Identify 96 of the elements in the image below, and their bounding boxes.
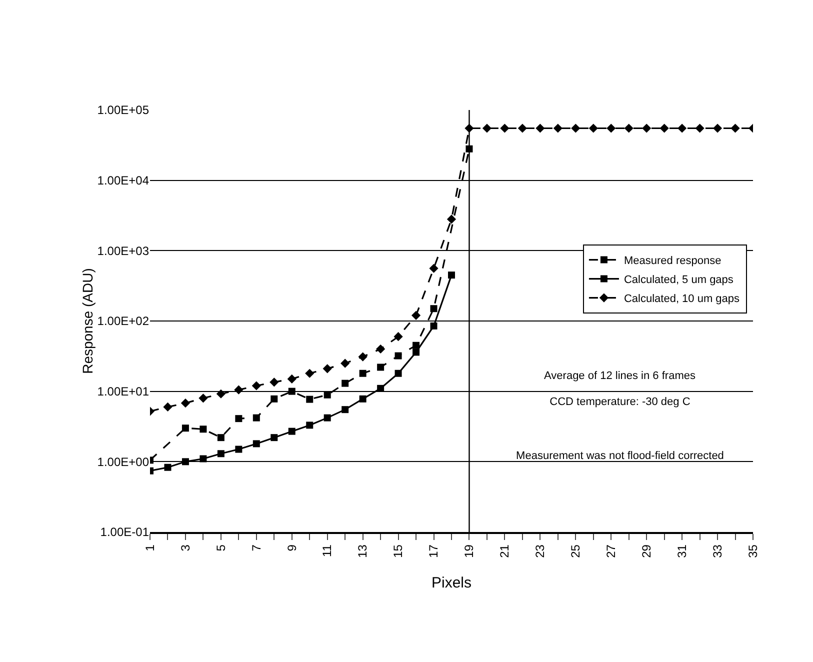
point (359, 370, 366, 377)
point (430, 305, 438, 312)
point (182, 424, 189, 432)
x-tick-label: 29 (639, 544, 654, 558)
point (412, 348, 420, 356)
point (270, 378, 279, 387)
point (180, 398, 190, 408)
annotation: Average of 12 lines in 6 frames (544, 370, 696, 382)
x-tick-label: 5 (214, 544, 228, 552)
x-tick-label: 31 (674, 544, 689, 558)
point (182, 458, 189, 466)
x-tick-label: 27 (604, 544, 618, 558)
point (482, 124, 492, 133)
point (252, 440, 260, 448)
point (342, 406, 349, 414)
point (678, 124, 687, 133)
point (359, 395, 366, 402)
x-tick-label: 21 (498, 544, 512, 558)
point (216, 389, 226, 398)
point (500, 124, 510, 133)
point (217, 434, 224, 442)
legend-label: Calculated, 10 um gaps (624, 293, 740, 306)
point (394, 332, 403, 342)
x-tick-label: 13 (356, 544, 370, 558)
point (287, 374, 296, 384)
point (306, 396, 314, 403)
y-tick-label: 1.00E+02 (97, 314, 150, 328)
annotation: Measurement was not flood-field corrected (516, 450, 724, 462)
y-tick-label: 1.00E+05 (97, 103, 150, 118)
point (235, 415, 242, 422)
point (429, 264, 438, 273)
point (235, 446, 242, 453)
y-tick-label: 1.00E+04 (97, 174, 150, 188)
point (571, 124, 580, 133)
point (730, 124, 740, 133)
point (394, 370, 402, 377)
point (252, 381, 261, 390)
point (624, 124, 634, 133)
point (394, 352, 402, 360)
point (306, 422, 314, 429)
point (305, 368, 314, 378)
point (270, 395, 278, 402)
point (358, 352, 368, 362)
point (606, 124, 616, 133)
point (376, 344, 386, 354)
point (217, 450, 224, 458)
y-tick-label: 1.00E-01 (100, 525, 150, 540)
point (342, 380, 349, 387)
point (377, 384, 384, 392)
point (198, 394, 208, 403)
point (163, 402, 172, 412)
point (288, 388, 296, 395)
point (324, 414, 331, 422)
point (200, 455, 207, 462)
x-axis-title: Pixels (431, 574, 472, 592)
point (642, 124, 652, 133)
x-tick-label: 15 (391, 544, 406, 558)
x-tick-label: 3 (178, 544, 192, 552)
y-axis-title: Response (ADU) (79, 268, 96, 374)
point (518, 124, 527, 133)
point (446, 214, 456, 224)
point (411, 310, 421, 320)
x-tick-label: 23 (533, 544, 548, 558)
x-tick-label: 33 (710, 544, 724, 558)
x-tick-label: 9 (284, 544, 299, 552)
point (448, 272, 455, 279)
point (660, 124, 669, 133)
point (200, 426, 207, 433)
point (536, 124, 545, 133)
y-tick-label: 1.00E+01 (97, 384, 150, 399)
point (430, 322, 438, 330)
x-tick-label: 25 (568, 544, 583, 558)
x-tick-label: 11 (320, 544, 334, 558)
point (695, 124, 704, 133)
point (588, 124, 598, 133)
point (324, 391, 331, 398)
point (712, 124, 722, 133)
legend-label: Measured response (624, 255, 722, 268)
y-tick-label: 1.00E+00 (97, 454, 150, 469)
point (553, 124, 562, 133)
x-tick-label: 7 (249, 544, 264, 552)
point (252, 414, 260, 422)
point (234, 385, 244, 394)
x-tick-label: 17 (426, 544, 441, 558)
point (164, 464, 172, 471)
y-tick-label: 1.00E+03 (97, 244, 150, 258)
legend-label: Calculated, 5 um gaps (624, 274, 734, 286)
point (340, 358, 350, 368)
point (377, 364, 384, 371)
point (270, 434, 278, 442)
annotation: CCD temperature: -30 deg C (550, 396, 690, 408)
x-tick-label: 1 (142, 544, 157, 552)
x-tick-label: 35 (746, 544, 760, 558)
point (288, 428, 296, 435)
x-tick-label: 19 (462, 544, 476, 558)
point (322, 364, 332, 374)
